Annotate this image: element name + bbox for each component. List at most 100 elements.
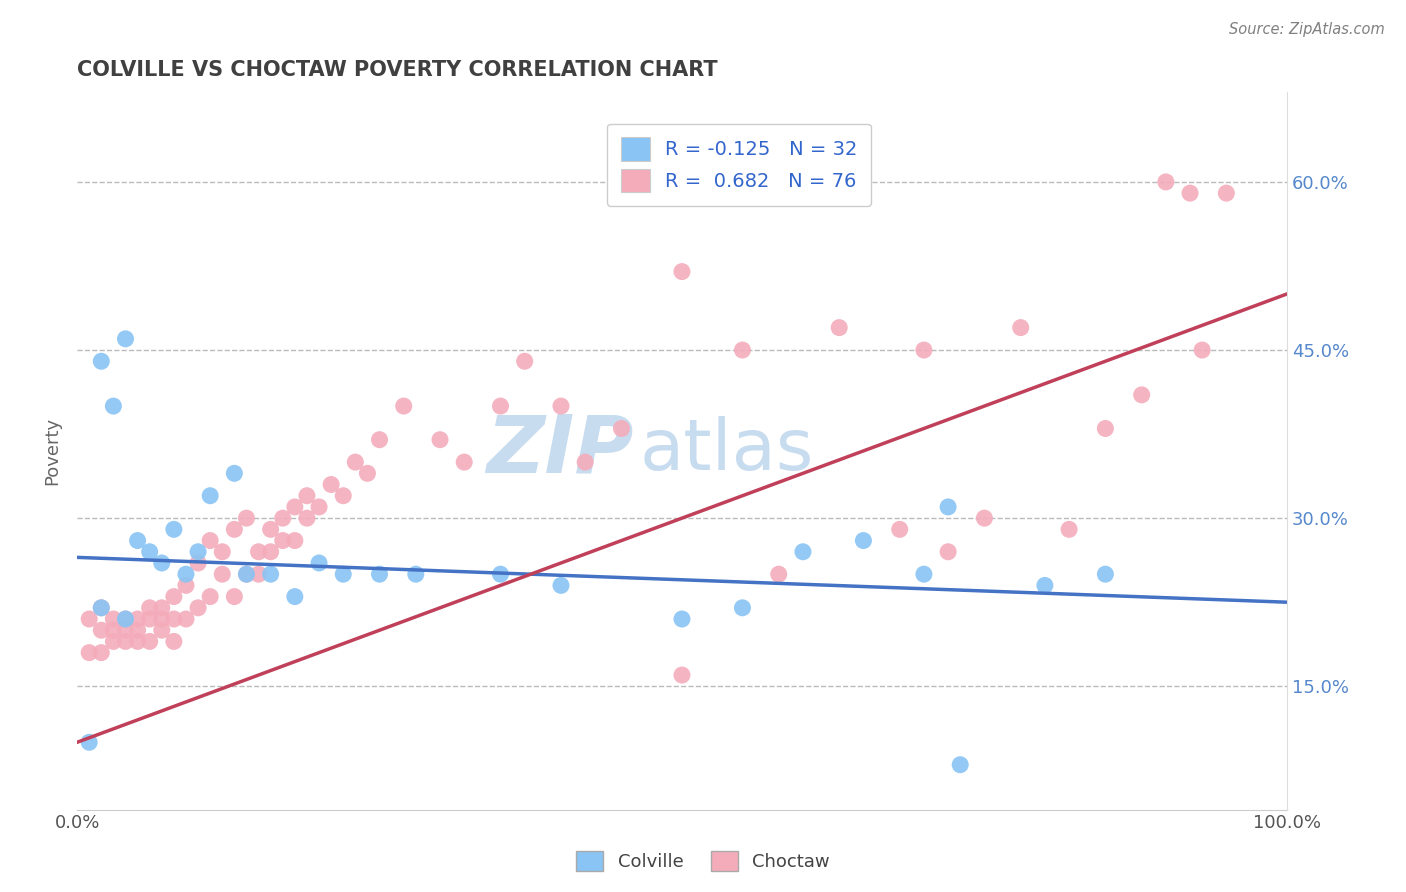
Point [77, 646, 100, 660]
Point [1178, 186, 1201, 201]
Point [1094, 567, 1116, 582]
Point [138, 634, 160, 648]
Point [852, 533, 875, 548]
Point [550, 578, 572, 592]
Point [90, 646, 112, 660]
Point [103, 634, 125, 648]
Point [936, 545, 959, 559]
Point [489, 399, 512, 413]
Point [198, 489, 221, 503]
Point [138, 545, 160, 559]
Point [198, 533, 221, 548]
Point [768, 567, 790, 582]
Point [235, 567, 257, 582]
Point [224, 590, 246, 604]
Point [489, 567, 512, 582]
Point [114, 332, 136, 346]
Point [127, 624, 149, 638]
Point [114, 612, 136, 626]
Point [550, 399, 572, 413]
Point [103, 612, 125, 626]
Point [574, 455, 596, 469]
Point [127, 634, 149, 648]
Point [163, 634, 186, 648]
Point [295, 511, 318, 525]
Point [356, 467, 378, 481]
Point [224, 467, 246, 481]
Point [127, 533, 149, 548]
Point [1154, 175, 1177, 189]
Point [150, 556, 173, 570]
Text: atlas: atlas [640, 417, 814, 485]
Point [103, 399, 125, 413]
Point [90, 600, 112, 615]
Point [187, 600, 209, 615]
Point [224, 522, 246, 536]
Point [284, 533, 307, 548]
Point [259, 567, 281, 582]
Point [368, 567, 391, 582]
Point [235, 567, 257, 582]
Point [259, 522, 281, 536]
Point [77, 735, 100, 749]
Point [429, 433, 451, 447]
Point [114, 612, 136, 626]
Legend: R = -0.125   N = 32, R =  0.682   N = 76: R = -0.125 N = 32, R = 0.682 N = 76 [607, 123, 872, 206]
Point [1215, 186, 1237, 201]
Point [235, 511, 257, 525]
Point [889, 522, 911, 536]
Point [163, 522, 186, 536]
Point [90, 354, 112, 368]
Point [211, 545, 233, 559]
Point [247, 545, 270, 559]
Point [949, 757, 972, 772]
Legend: Colville, Choctaw: Colville, Choctaw [569, 844, 837, 879]
Point [392, 399, 415, 413]
Point [127, 612, 149, 626]
Point [344, 455, 367, 469]
Point [77, 612, 100, 626]
Point [332, 489, 354, 503]
Point [198, 590, 221, 604]
Point [187, 545, 209, 559]
Point [174, 578, 197, 592]
Point [1057, 522, 1080, 536]
Point [284, 590, 307, 604]
Text: COLVILLE VS CHOCTAW POVERTY CORRELATION CHART: COLVILLE VS CHOCTAW POVERTY CORRELATION … [77, 60, 717, 79]
Text: ZIP: ZIP [486, 412, 634, 490]
Point [405, 567, 427, 582]
Point [792, 545, 814, 559]
Point [1010, 320, 1032, 334]
Point [150, 624, 173, 638]
Point [150, 612, 173, 626]
Point [138, 600, 160, 615]
Point [103, 624, 125, 638]
Point [368, 433, 391, 447]
Point [284, 500, 307, 514]
Point [271, 533, 294, 548]
Point [513, 354, 536, 368]
Point [150, 600, 173, 615]
Point [1094, 421, 1116, 435]
Point [1191, 343, 1213, 357]
Point [211, 567, 233, 582]
Y-axis label: Poverty: Poverty [44, 417, 60, 485]
Point [259, 545, 281, 559]
Point [271, 511, 294, 525]
Point [936, 500, 959, 514]
Point [671, 612, 693, 626]
Point [453, 455, 475, 469]
Point [138, 612, 160, 626]
Point [163, 590, 186, 604]
Point [731, 600, 754, 615]
Point [332, 567, 354, 582]
Point [828, 320, 851, 334]
Point [671, 668, 693, 682]
Point [187, 556, 209, 570]
Point [912, 343, 935, 357]
Point [90, 624, 112, 638]
Point [114, 624, 136, 638]
Point [321, 477, 343, 491]
Point [163, 612, 186, 626]
Point [671, 264, 693, 278]
